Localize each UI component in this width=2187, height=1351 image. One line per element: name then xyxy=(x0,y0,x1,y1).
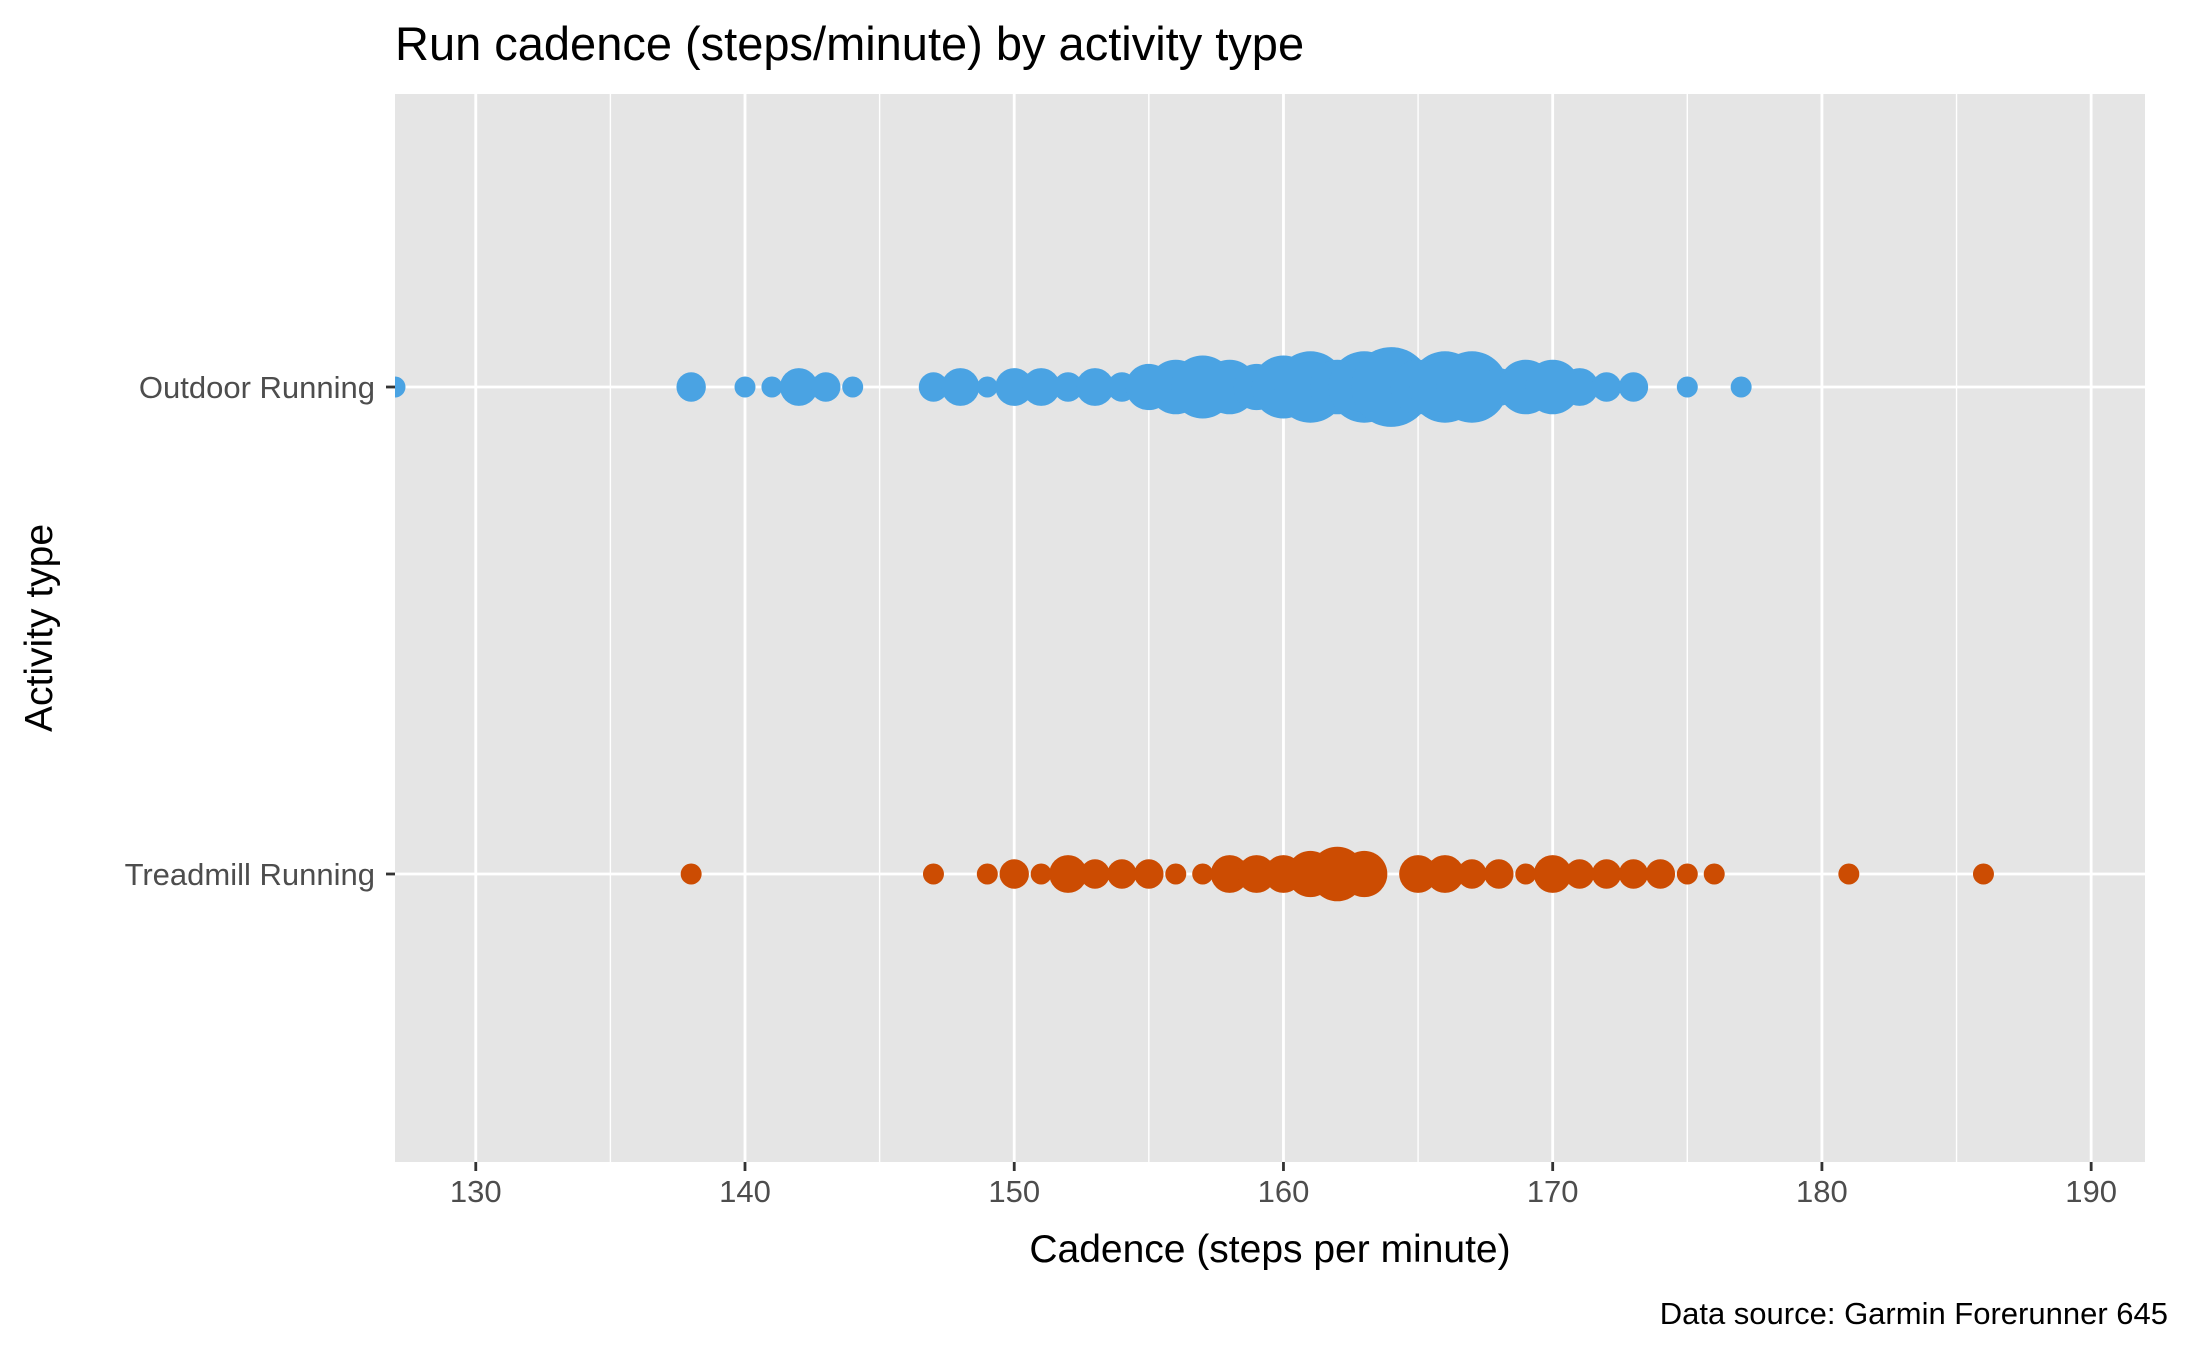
data-point xyxy=(734,376,756,398)
data-point xyxy=(1484,859,1514,889)
chart-title: Run cadence (steps/minute) by activity t… xyxy=(395,17,1304,70)
data-point xyxy=(779,368,818,406)
data-point xyxy=(1341,850,1388,898)
y-axis: Outdoor Running Treadmill Running xyxy=(125,370,395,892)
data-point xyxy=(1618,372,1649,402)
data-point xyxy=(999,859,1029,889)
data-point xyxy=(1533,855,1572,893)
data-point xyxy=(1237,855,1276,893)
data-point xyxy=(922,863,944,885)
data-point xyxy=(1676,376,1698,398)
data-point xyxy=(1399,855,1437,893)
data-point xyxy=(1564,859,1595,889)
data-point xyxy=(1645,859,1676,889)
x-tick-label: 190 xyxy=(2065,1174,2117,1209)
data-point xyxy=(1703,863,1725,885)
data-source-caption: Data source: Garmin Forerunner 645 xyxy=(1660,1296,2168,1331)
x-axis-title: Cadence (steps per minute) xyxy=(1029,1228,1510,1271)
y-tick-label: Treadmill Running xyxy=(125,857,375,892)
data-point xyxy=(811,372,841,402)
data-point xyxy=(1591,859,1622,889)
data-point xyxy=(1730,376,1752,398)
data-point xyxy=(1049,855,1087,893)
data-point xyxy=(1457,859,1487,889)
data-point xyxy=(1972,863,1994,885)
data-point xyxy=(976,376,998,398)
x-axis: 130 140 150 160 170 180 190 xyxy=(450,1162,2117,1209)
data-point xyxy=(1838,863,1860,885)
x-tick-label: 140 xyxy=(719,1174,771,1209)
data-point xyxy=(1591,372,1622,402)
data-point xyxy=(1515,863,1537,885)
data-point xyxy=(1107,859,1137,889)
data-point xyxy=(1022,368,1061,406)
data-points xyxy=(395,347,1994,902)
data-point xyxy=(1134,859,1164,889)
x-tick-label: 150 xyxy=(988,1174,1040,1209)
x-tick-label: 180 xyxy=(1796,1174,1848,1209)
data-point xyxy=(1192,863,1214,885)
data-point xyxy=(976,863,998,885)
data-point xyxy=(1030,863,1052,885)
x-tick-label: 170 xyxy=(1527,1174,1579,1209)
data-point xyxy=(941,368,980,406)
data-point xyxy=(676,372,706,402)
data-point xyxy=(995,368,1034,406)
data-point xyxy=(1525,359,1580,415)
data-point xyxy=(1676,863,1698,885)
data-point xyxy=(1560,368,1599,406)
y-axis-title: Activity type xyxy=(18,524,61,732)
data-point xyxy=(395,376,406,398)
data-point xyxy=(1618,859,1649,889)
data-point xyxy=(1210,855,1249,893)
x-tick-label: 160 xyxy=(1258,1174,1310,1209)
data-point xyxy=(1080,859,1110,889)
data-point xyxy=(1436,351,1508,423)
plot-panel xyxy=(395,94,2145,1162)
x-tick-label: 130 xyxy=(450,1174,502,1209)
data-point xyxy=(680,863,702,885)
data-point xyxy=(842,376,864,398)
data-point xyxy=(918,372,949,402)
data-point xyxy=(1053,372,1083,402)
data-point xyxy=(761,376,783,398)
data-point xyxy=(1426,855,1464,893)
data-point xyxy=(1076,368,1114,406)
data-point xyxy=(1165,863,1187,885)
y-tick-label: Outdoor Running xyxy=(139,370,375,405)
